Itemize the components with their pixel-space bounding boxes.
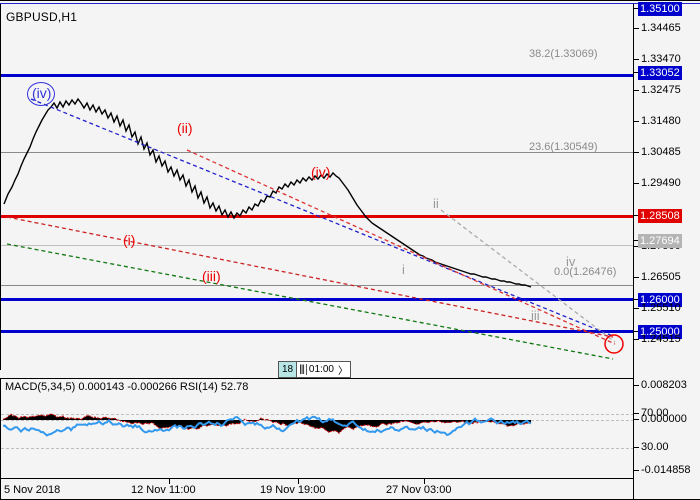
axis-tick [634,90,639,91]
price-series-svg [3,97,624,360]
indicator-axis-tick [634,385,639,386]
wave-label-i: (i) [123,232,136,248]
indicator-tick-label: 0.008203 [641,379,687,391]
rsi-level-70-line [1,414,634,415]
level-price-badge[interactable]: 1.35100 [638,2,682,16]
axis-tick [634,331,639,332]
time-tick-label: 19 Nov 19:00 [260,484,326,496]
axis-tick [634,8,639,9]
trendline-green-lower [6,243,614,360]
wave-label-sub-iv: iv [566,254,576,269]
rsi-level-30-line [1,448,634,449]
trendline-gray-proj [440,209,616,343]
indicator-axis-tick [634,470,639,471]
level-price-badge[interactable]: 1.33052 [638,66,682,80]
price-tick-label: 1.26505 [641,271,681,283]
level-line-support-126 [1,298,634,301]
cursor-price-badge[interactable]: 1.27694 [638,234,682,248]
level-price-badge[interactable]: 1.25000 [638,325,682,339]
time-separator [424,479,425,484]
wave-label-sub-i: i [402,262,405,277]
level-line-resistance-upper [1,74,634,77]
indicator-tick-label: 0.000000 [641,413,687,425]
fib-label-236: 23.6(1.30549) [529,141,598,153]
price-chart-pane[interactable]: GBPUSD,H1 38.2(1.33069) 23.6(1.30549) 0.… [0,4,634,378]
indicator-pane[interactable] [0,378,634,478]
axis-tick [634,72,639,73]
level-line-fib-000 [1,285,634,286]
trendline-red-upper [6,216,614,338]
price-tick-label: 1.34465 [641,22,681,34]
trendline-red-channel [186,149,616,345]
price-tick-label: 1.32475 [641,84,681,96]
trendline-blue-upper [30,98,614,337]
time-tick-label: 12 Nov 11:00 [131,484,196,496]
price-tick-label: 1.31480 [641,115,681,127]
level-price-badge[interactable]: 1.26000 [638,293,682,307]
timeframe-widget[interactable]: 18 ||| 01:00 〉 [278,361,351,378]
level-line-fib-382 [1,152,634,153]
time-axis: 5 Nov 2018 12 Nov 11:00 19 Nov 19:00 27 Nov… [0,478,633,500]
wave-label-iv-primary: (iv) [32,85,52,101]
time-separator [169,479,170,484]
indicator-tick-label: 30.00 [641,441,669,453]
axis-tick [634,28,639,29]
current-price-badge[interactable]: 1.28508 [638,209,682,223]
indicator-axis-tick [634,447,639,448]
price-tick-label: 1.30485 [641,146,681,158]
time-tick-label: 5 Nov 2018 [4,484,61,496]
axis-tick [634,308,639,309]
indicator-axis-tick [634,413,639,414]
axis-tick [634,299,639,300]
wave-label-sub-ii: ii [433,196,439,211]
time-tick-label: 27 Nov 03:00 [386,484,452,496]
price-tick-label: 1.33470 [641,53,681,65]
axis-tick [634,183,639,184]
bars-icon: ||| [299,364,305,375]
fib-label-000: 0.0(1.26476) [554,266,617,278]
level-line-support-125 [1,330,634,333]
timeframe-period[interactable]: 01:00 [305,364,336,375]
indicator-title: MACD(5,34,5) 0.000143 -0.000266 RSI(14) … [5,381,249,393]
wave-label-sub-iii: iii [531,308,540,323]
price-tick-label: 1.29490 [641,177,681,189]
indicator-tick-label: -0.014858 [641,464,691,476]
axis-tick [634,121,639,122]
timeframe-day[interactable]: 18 [279,362,298,377]
target-marker-circle [604,334,624,354]
indicator-svg [2,413,532,437]
time-separator [298,479,299,484]
chevron-right-icon[interactable]: 〉 [337,366,348,377]
indicator-axis-tick [634,419,639,420]
indicator-tick-label: 70.00 [641,407,669,419]
fib-label-382: 38.2(1.33069) [529,48,598,60]
level-line-current-price [1,215,634,218]
axis-tick [634,277,639,278]
axis-tick [634,59,639,60]
axis-tick [634,240,639,241]
axis-tick [634,215,639,216]
level-line-fib-236 [1,245,634,246]
price-tick-label: 1.25510 [641,302,681,314]
price-axis[interactable]: 1.35100 1.34465 1.33470 1.33052 1.32475 1.314… [633,2,700,500]
axis-tick [634,152,639,153]
wave-label-ii: (ii) [177,120,193,136]
wave-label-iii: (iii) [202,268,221,284]
symbol-label: GBPUSD,H1 [6,10,78,24]
axis-tick [634,339,639,340]
window-top-border [0,0,700,4]
wave-circle-iv [27,82,55,106]
wave-label-iv-secondary: (iv) [311,164,331,180]
price-tick-label: 1.24515 [641,333,681,345]
axis-tick [634,246,639,247]
